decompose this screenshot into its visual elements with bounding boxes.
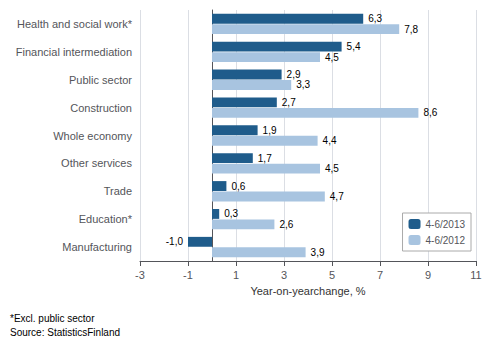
svg-text:0,3: 0,3 [224,208,238,219]
svg-text:4,5: 4,5 [325,163,339,174]
svg-text:Manufacturing: Manufacturing [62,241,132,253]
svg-text:4,4: 4,4 [323,135,337,146]
svg-text:2,6: 2,6 [279,219,293,230]
svg-text:6,3: 6,3 [368,13,382,24]
svg-text:Health and social work*: Health and social work* [17,18,133,30]
svg-text:1: 1 [233,269,239,281]
svg-text:Source: StatisticsFinland: Source: StatisticsFinland [10,327,120,338]
svg-text:3,3: 3,3 [296,79,310,90]
svg-text:-1: -1 [183,269,193,281]
svg-text:2,7: 2,7 [282,97,296,108]
svg-text:3,9: 3,9 [311,247,325,258]
svg-text:Whole economy: Whole economy [53,130,132,142]
svg-text:3: 3 [281,269,287,281]
svg-text:5: 5 [329,269,335,281]
svg-text:2,9: 2,9 [287,69,301,80]
svg-text:4,7: 4,7 [330,191,344,202]
svg-text:Year-on-yearchange, %: Year-on-yearchange, % [250,285,365,297]
svg-text:0,6: 0,6 [231,181,245,192]
svg-text:*Excl. public sector: *Excl. public sector [10,313,95,324]
svg-text:4-6/2012: 4-6/2012 [426,235,466,246]
svg-text:7,8: 7,8 [404,24,418,35]
svg-text:Financial intermediation: Financial intermediation [16,46,132,58]
svg-text:5,4: 5,4 [347,41,361,52]
svg-text:Public sector: Public sector [69,74,132,86]
svg-text:-1,0: -1,0 [166,236,184,247]
svg-text:1,9: 1,9 [263,125,277,136]
svg-text:Other services: Other services [61,157,132,169]
svg-text:-3: -3 [135,269,145,281]
svg-text:8,6: 8,6 [423,107,437,118]
svg-text:11: 11 [470,269,481,281]
svg-text:4,5: 4,5 [325,52,339,63]
svg-text:Construction: Construction [70,102,132,114]
svg-text:7: 7 [377,269,383,281]
svg-text:1,7: 1,7 [258,153,272,164]
svg-text:9: 9 [425,269,431,281]
svg-text:Trade: Trade [104,185,132,197]
svg-text:4-6/2013: 4-6/2013 [426,219,466,230]
svg-text:Education*: Education* [79,213,133,225]
